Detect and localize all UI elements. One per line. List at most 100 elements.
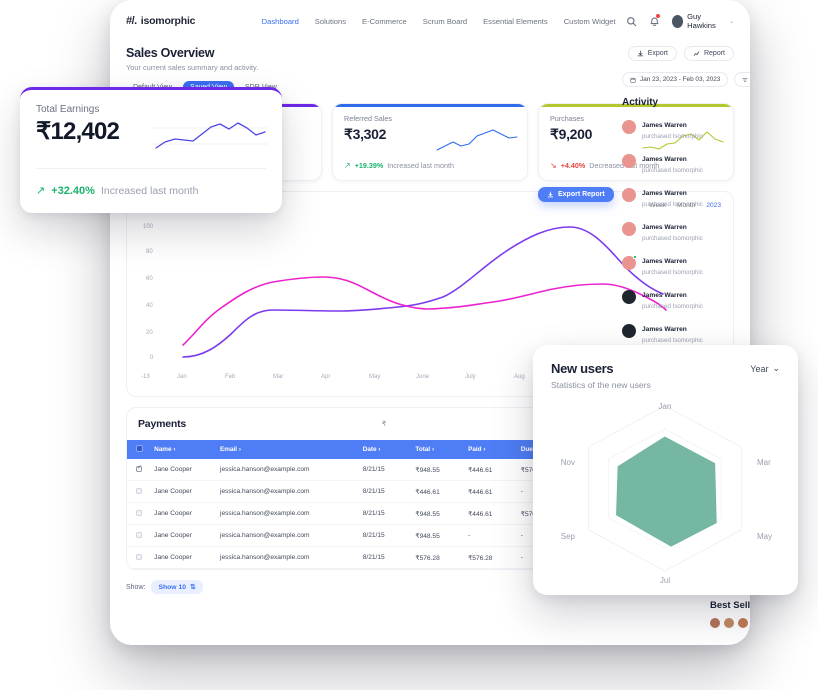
radar-label-may: May: [757, 532, 772, 541]
row-checkbox[interactable]: [136, 509, 142, 516]
search-icon[interactable]: [626, 14, 638, 28]
nav-link-solutions[interactable]: Solutions: [314, 16, 347, 26]
metric-card-purchases[interactable]: Purchases ₹9,200 ↘ +4.40% Decreased last…: [538, 103, 734, 181]
activity-user-name: James Warren: [642, 326, 687, 333]
avatar: [622, 188, 636, 202]
column-total[interactable]: Total ›: [412, 440, 466, 459]
y-tick-20: 20: [146, 330, 153, 336]
list-item[interactable]: James Warren purchased Isomorphic: [622, 114, 740, 140]
metric-note: Increased last month: [387, 161, 455, 170]
row-checkbox[interactable]: [136, 531, 142, 538]
row-checkbox-cell[interactable]: [127, 502, 152, 525]
metric-label: Purchases: [550, 114, 584, 123]
radar-ring-outer: [587, 405, 742, 572]
rows-per-page-select[interactable]: Show 10 ⇅: [151, 580, 203, 594]
cell-email: jessica.hanson@example.com: [217, 502, 360, 525]
column-paid[interactable]: Paid ›: [465, 440, 518, 459]
column-date[interactable]: Date ›: [359, 440, 413, 459]
range-tab-year[interactable]: 2023: [706, 202, 721, 209]
row-checkbox-cell[interactable]: [127, 524, 152, 547]
activity-user-name: James Warren: [642, 224, 687, 231]
total-earnings-card[interactable]: Total Earnings ₹12,402 ↗ +32.40% Increas…: [20, 87, 282, 213]
radar-label-sep: Sep: [561, 532, 576, 541]
list-item[interactable]: James Warren purchased Isomorphic: [622, 148, 740, 174]
cell-date: 8/21/15: [359, 546, 413, 569]
card-accent-bar: [333, 104, 527, 107]
row-checkbox[interactable]: [136, 553, 142, 560]
list-item[interactable]: James Warren purchased Isomorphic: [622, 216, 740, 242]
activity-user-name: James Warren: [642, 190, 687, 197]
list-item[interactable]: James Warren purchased Isomorphic: [622, 250, 740, 276]
nav-link-custom-widget[interactable]: Custom Widget: [563, 16, 616, 26]
filter-icon: [742, 77, 748, 82]
notification-dot: [656, 14, 661, 18]
nav-link-dashboard[interactable]: Dashboard: [261, 16, 299, 26]
show-label: Show:: [126, 583, 146, 591]
x-tick-feb: Feb: [225, 374, 236, 380]
cell-name: Jane Cooper: [151, 502, 217, 525]
cell-total: ₹948.55: [412, 459, 466, 481]
x-tick-mar: Mar: [273, 374, 283, 380]
row-checkbox-cell[interactable]: [127, 546, 152, 569]
avatar[interactable]: [710, 618, 720, 628]
series-new-order-line: [182, 226, 664, 358]
new-users-subtitle: Statistics of the new users: [551, 380, 651, 390]
select-all-checkbox[interactable]: [136, 445, 143, 452]
metric-value: ₹9,200: [550, 126, 593, 142]
activity-action: purchased Isomorphic: [642, 337, 703, 344]
column-name[interactable]: Name ›: [151, 440, 217, 459]
date-range-value: Jan 23, 2023 - Feb 03, 2023: [640, 76, 721, 83]
list-item[interactable]: James Warren purchased Isomorphic: [622, 182, 740, 208]
activity-action: purchased Isomorphic: [642, 133, 703, 140]
trend-up-icon: ↗: [344, 161, 351, 170]
list-item[interactable]: James Warren purchased Isomorphic: [622, 284, 740, 310]
nav-link-scrum-board[interactable]: Scrum Board: [422, 16, 468, 26]
list-item[interactable]: James Warren purchased Isomorphic: [622, 318, 740, 344]
metric-card-referred-sales[interactable]: Referred Sales ₹3,302 ↗ +19.39% Increase…: [332, 103, 528, 181]
y-tick-min: -13: [141, 374, 150, 380]
year-dropdown[interactable]: Year ⌄: [750, 363, 780, 374]
avatar: [672, 14, 684, 28]
brand-logo[interactable]: #/. isomorphic: [126, 15, 252, 27]
metric-delta: +19.39%: [354, 161, 384, 170]
cell-name: Jane Cooper: [151, 459, 217, 481]
avatar: [622, 255, 637, 270]
nav-link-essential-elements[interactable]: Essential Elements: [483, 16, 548, 26]
user-menu[interactable]: Guy Hawkins ⌄: [672, 12, 734, 30]
select-all-header[interactable]: [127, 440, 152, 459]
nav-link-ecommerce[interactable]: E-Commerce: [362, 16, 407, 26]
earnings-sparkline-chart: [153, 122, 268, 149]
activity-action: purchased Isomorphic: [642, 269, 703, 276]
filter-button[interactable]: Filter: [734, 72, 750, 87]
activity-user-name: James Warren: [642, 258, 687, 265]
cell-total: ₹576.28: [412, 546, 466, 569]
payments-title: Payments: [138, 418, 187, 430]
cell-total: ₹948.55: [412, 502, 466, 525]
export-button[interactable]: Export: [627, 46, 677, 61]
notification-bell-icon[interactable]: [649, 14, 661, 28]
avatar: [622, 290, 636, 304]
activity-action: purchased Isomorphic: [642, 201, 703, 208]
user-name: Guy Hawkins: [687, 12, 716, 30]
page-subtitle: Your current sales summary and activity.: [126, 63, 259, 72]
row-checkbox-cell[interactable]: [127, 459, 152, 481]
y-tick-100: 100: [143, 224, 154, 230]
earnings-value: ₹12,402: [36, 118, 120, 145]
report-button[interactable]: Report: [683, 46, 734, 61]
avatar[interactable]: [724, 618, 734, 628]
row-checkbox[interactable]: [136, 487, 142, 494]
export-report-button[interactable]: Export Report: [538, 187, 614, 202]
avatar: [622, 154, 636, 168]
radar-label-jul: Jul: [660, 576, 670, 585]
range-tab-month[interactable]: Month: [677, 202, 696, 209]
export-button-label: Export: [647, 50, 668, 57]
date-range-picker[interactable]: Jan 23, 2023 - Feb 03, 2023: [622, 72, 729, 87]
row-checkbox-cell[interactable]: [127, 480, 152, 503]
sparkline-chart: [642, 131, 724, 150]
brand-name: isomorphic: [140, 15, 196, 27]
column-email[interactable]: Email ›: [217, 440, 360, 459]
cell-paid: ₹446.61: [465, 459, 518, 481]
row-checkbox[interactable]: [136, 464, 142, 472]
avatar[interactable]: [738, 618, 748, 628]
range-tab-week[interactable]: Week: [649, 202, 666, 209]
